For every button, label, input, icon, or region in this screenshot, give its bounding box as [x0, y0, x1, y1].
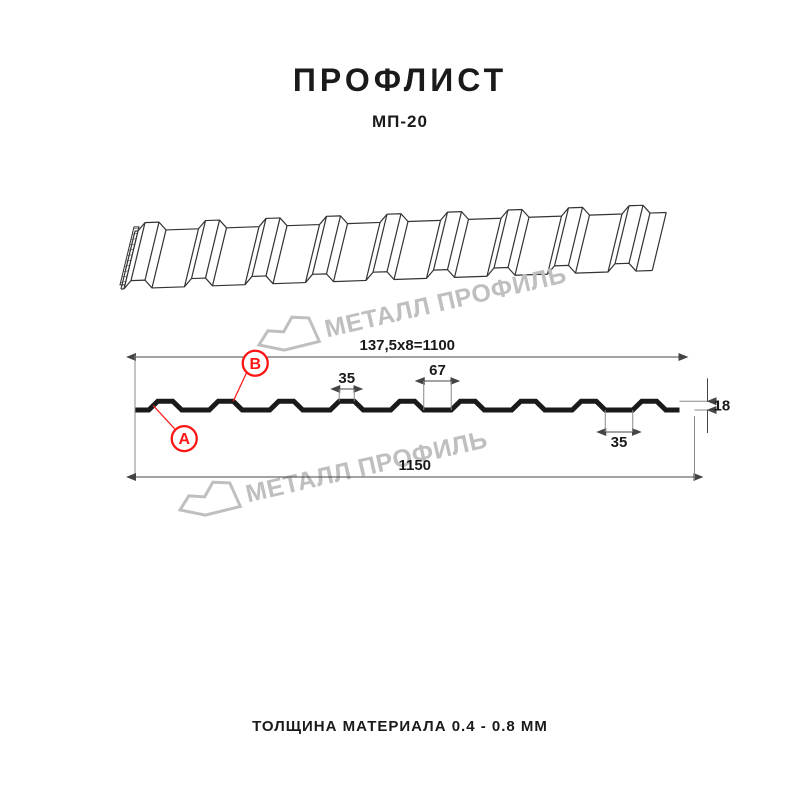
svg-text:18: 18: [714, 398, 731, 415]
svg-text:A: A: [178, 431, 190, 448]
svg-text:67: 67: [429, 362, 446, 379]
svg-text:35: 35: [338, 370, 355, 387]
svg-text:МЕТАЛЛ ПРОФИЛЬ: МЕТАЛЛ ПРОФИЛЬ: [322, 260, 569, 343]
svg-text:МЕТАЛЛ ПРОФИЛЬ: МЕТАЛЛ ПРОФИЛЬ: [243, 425, 490, 508]
svg-text:B: B: [249, 356, 261, 373]
svg-text:1150: 1150: [398, 457, 431, 474]
svg-text:35: 35: [611, 434, 628, 451]
svg-text:137,5x8=1100: 137,5x8=1100: [359, 337, 455, 354]
